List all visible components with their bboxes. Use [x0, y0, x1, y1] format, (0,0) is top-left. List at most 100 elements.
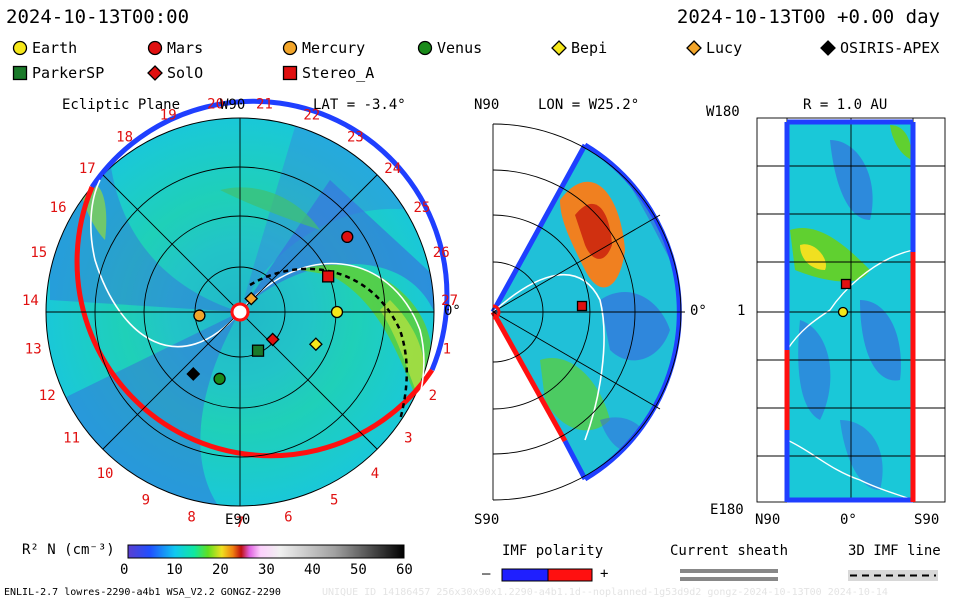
legend-marker	[686, 40, 702, 56]
carrington-label: 27	[441, 293, 458, 309]
footer-right: UNIQUE ID 14186457 256x30x90x1.2290-a4b1…	[322, 587, 888, 598]
carrington-label: 9	[142, 493, 150, 509]
imf-line-title: 3D IMF line	[848, 543, 941, 559]
legend-item-venus: Venus	[417, 39, 482, 57]
colorbar-label: R² N (cm⁻³)	[22, 542, 115, 558]
legend-item-mercury: Mercury	[282, 39, 365, 57]
imf-line-symbol	[848, 570, 938, 581]
marker-osiris-apex	[186, 367, 201, 381]
carrington-label: 10	[97, 466, 114, 482]
carrington-label: 25	[413, 200, 430, 216]
legend-label: Bepi	[571, 39, 608, 57]
meridional-top-label: N90	[474, 97, 500, 113]
marker-stereo-a	[321, 270, 335, 283]
marker-mars	[341, 230, 354, 244]
carrington-label: 1	[443, 342, 451, 358]
current-sheath-title: Current sheath	[670, 543, 789, 559]
carrington-label: 4	[371, 466, 379, 482]
colorbar-tick: 10	[166, 562, 183, 578]
imf-polarity-minus: –	[482, 566, 491, 582]
legend-label: SolO	[167, 64, 204, 82]
sphere-top-left: W180	[706, 104, 740, 120]
meridional-right-label: 0°	[690, 303, 707, 319]
marker-earth	[330, 305, 344, 319]
sphere-marker-stereo-a	[840, 278, 852, 290]
marker-venus	[213, 372, 226, 385]
legend-item-parkersp: ParkerSP	[12, 64, 104, 82]
legend-label: Lucy	[706, 39, 743, 57]
current-sheath-symbol	[680, 569, 778, 581]
carrington-label: 6	[284, 509, 292, 525]
legend-item-osiris-apex: OSIRIS-APEX	[820, 39, 939, 57]
carrington-label: 7	[236, 515, 244, 531]
imf-polarity-title: IMF polarity	[502, 543, 604, 559]
colorbar-tick: 30	[258, 562, 275, 578]
carrington-label: 16	[50, 200, 67, 216]
carrington-label: 18	[116, 130, 133, 146]
carrington-label: 22	[303, 108, 320, 124]
legend-label: Mercury	[302, 39, 366, 57]
carrington-label: 2	[429, 388, 437, 404]
legend-item-solo: SolO	[147, 64, 203, 82]
marker-mercury	[193, 309, 206, 322]
colorbar	[127, 544, 405, 559]
ecliptic-top-label: W90	[220, 97, 246, 113]
legend-label: Earth	[32, 39, 78, 57]
legend-marker	[12, 40, 28, 56]
carrington-label: 26	[433, 245, 450, 261]
legend-marker	[147, 65, 163, 81]
carrington-label: 15	[30, 245, 47, 261]
carrington-label: 5	[330, 493, 338, 509]
sphere-bottom-left: E180	[710, 502, 744, 518]
carrington-label: 11	[63, 430, 80, 446]
carrington-label: 19	[160, 108, 177, 124]
marker-bepi	[308, 337, 323, 352]
sphere-x-label-0: 0°	[840, 512, 857, 528]
sphere-x-label-n90: N90	[755, 512, 781, 528]
ecliptic-plane-panel	[45, 98, 450, 507]
legend-label: Stereo_A	[302, 64, 375, 82]
sphere-marker-earth	[837, 306, 849, 318]
marker-solo	[265, 332, 280, 347]
date-right: 2024-10-13T00 +0.00 day	[676, 6, 940, 28]
carrington-label: 20	[207, 96, 224, 112]
legend-item-earth: Earth	[12, 39, 77, 57]
ecliptic-title: Ecliptic Plane	[62, 97, 181, 113]
carrington-label: 17	[79, 161, 96, 177]
ecliptic-lat: LAT = -3.4°	[313, 97, 406, 113]
carrington-label: 21	[256, 96, 273, 112]
meridional-bottom-label: S90	[474, 512, 500, 528]
legend-label: Mars	[167, 39, 204, 57]
carrington-label: 23	[347, 130, 364, 146]
meridional-lon: LON = W25.2°	[538, 97, 640, 113]
carrington-label: 24	[384, 161, 401, 177]
carrington-label: 14	[22, 293, 39, 309]
carrington-label: 13	[25, 342, 42, 358]
legend-item-stereo-a: Stereo_A	[282, 64, 374, 82]
marker-parkersp	[251, 344, 265, 357]
ecliptic-bottom-label: E90	[225, 512, 251, 528]
colorbar-tick: 60	[396, 562, 413, 578]
carrington-label: 8	[187, 509, 195, 525]
colorbar-tick: 40	[304, 562, 321, 578]
legend-marker	[820, 40, 836, 56]
date-left: 2024-10-13T00:00	[6, 6, 190, 28]
meridional-panel	[490, 123, 685, 501]
meridional-marker-stereo-a	[576, 300, 588, 312]
legend-item-mars: Mars	[147, 39, 203, 57]
legend-label: ParkerSP	[32, 64, 105, 82]
legend-marker	[417, 40, 433, 56]
legend-marker	[282, 40, 298, 56]
colorbar-tick: 0	[120, 562, 129, 578]
sphere-x-label-s90: S90	[914, 512, 940, 528]
ecliptic-right-label: 0°	[444, 303, 461, 319]
marker-lucy	[244, 291, 259, 306]
legend-item-bepi: Bepi	[551, 39, 607, 57]
carrington-label: 12	[39, 388, 56, 404]
legend-marker	[147, 40, 163, 56]
imf-polarity-plus: +	[600, 566, 609, 582]
legend-label: OSIRIS-APEX	[840, 39, 940, 57]
footer-left: ENLIL-2.7 lowres-2290-a4b1 WSA_V2.2 GONG…	[4, 587, 281, 598]
sphere-mid-left: 1	[737, 303, 746, 319]
